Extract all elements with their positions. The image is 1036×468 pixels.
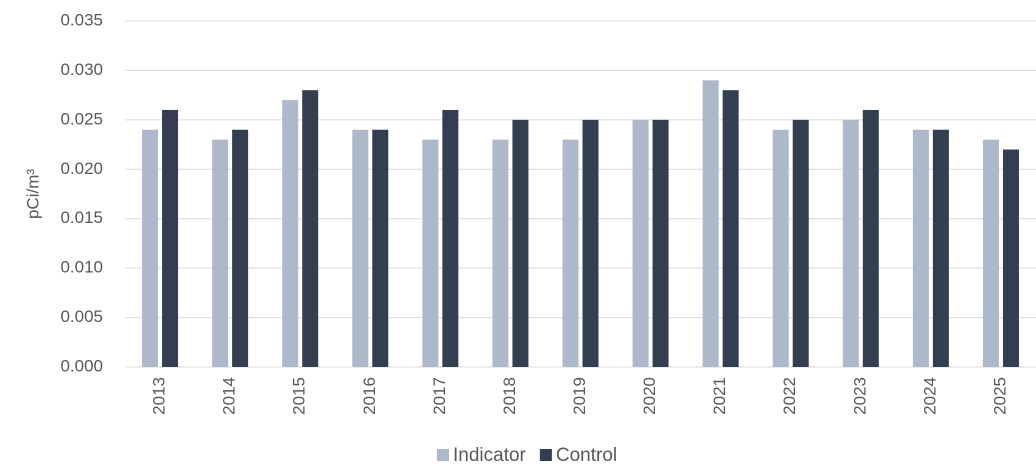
bar bbox=[442, 109, 459, 367]
x-tick-label: 2019 bbox=[570, 377, 589, 415]
x-tick-label: 2017 bbox=[430, 377, 449, 415]
y-tick-label: 0.000 bbox=[60, 356, 103, 375]
x-tick-label: 2016 bbox=[360, 377, 379, 415]
bar bbox=[162, 109, 179, 367]
bar bbox=[422, 139, 439, 367]
y-tick-label: 0.010 bbox=[60, 258, 103, 277]
y-tick-label: 0.015 bbox=[60, 208, 103, 227]
legend-swatch bbox=[539, 449, 552, 461]
legend-label: Control bbox=[556, 445, 617, 466]
bar bbox=[722, 90, 739, 367]
x-tick-label: 2024 bbox=[920, 377, 939, 415]
bar bbox=[792, 119, 809, 367]
bar bbox=[632, 119, 649, 367]
x-tick-label: 2025 bbox=[990, 377, 1009, 415]
bar bbox=[702, 80, 719, 368]
x-tick-label: 2014 bbox=[220, 377, 239, 415]
y-tick-label: 0.035 bbox=[60, 10, 103, 29]
bar bbox=[582, 119, 599, 367]
bar bbox=[652, 119, 669, 367]
bar bbox=[562, 139, 579, 367]
x-tick-label: 2018 bbox=[500, 377, 519, 415]
bar bbox=[372, 129, 389, 367]
y-axis-label: pCi/m³ bbox=[23, 169, 42, 219]
y-tick-label: 0.030 bbox=[60, 60, 103, 79]
x-tick-label: 2021 bbox=[710, 377, 729, 415]
bar bbox=[142, 129, 159, 367]
bar bbox=[232, 129, 249, 367]
x-tick-label: 2015 bbox=[290, 377, 309, 415]
bar bbox=[862, 109, 879, 367]
bar bbox=[982, 139, 999, 367]
x-tick-label: 2013 bbox=[150, 377, 169, 415]
y-tick-label: 0.005 bbox=[60, 307, 103, 326]
x-tick-label: 2023 bbox=[850, 377, 869, 415]
bar bbox=[282, 100, 299, 367]
y-tick-label: 0.025 bbox=[60, 109, 103, 128]
bar bbox=[1002, 149, 1019, 367]
bar bbox=[352, 129, 369, 367]
x-tick-label: 2020 bbox=[640, 377, 659, 415]
bar bbox=[512, 119, 529, 367]
y-tick-label: 0.020 bbox=[60, 159, 103, 178]
bar bbox=[912, 129, 929, 367]
legend-swatch bbox=[437, 449, 449, 461]
bar bbox=[212, 139, 229, 367]
bar bbox=[302, 90, 319, 367]
bar bbox=[492, 139, 509, 367]
legend-label: Indicator bbox=[453, 445, 527, 466]
x-tick-label: 2022 bbox=[780, 377, 799, 415]
bar bbox=[842, 119, 859, 367]
bar bbox=[772, 129, 789, 367]
bar bbox=[932, 129, 949, 367]
